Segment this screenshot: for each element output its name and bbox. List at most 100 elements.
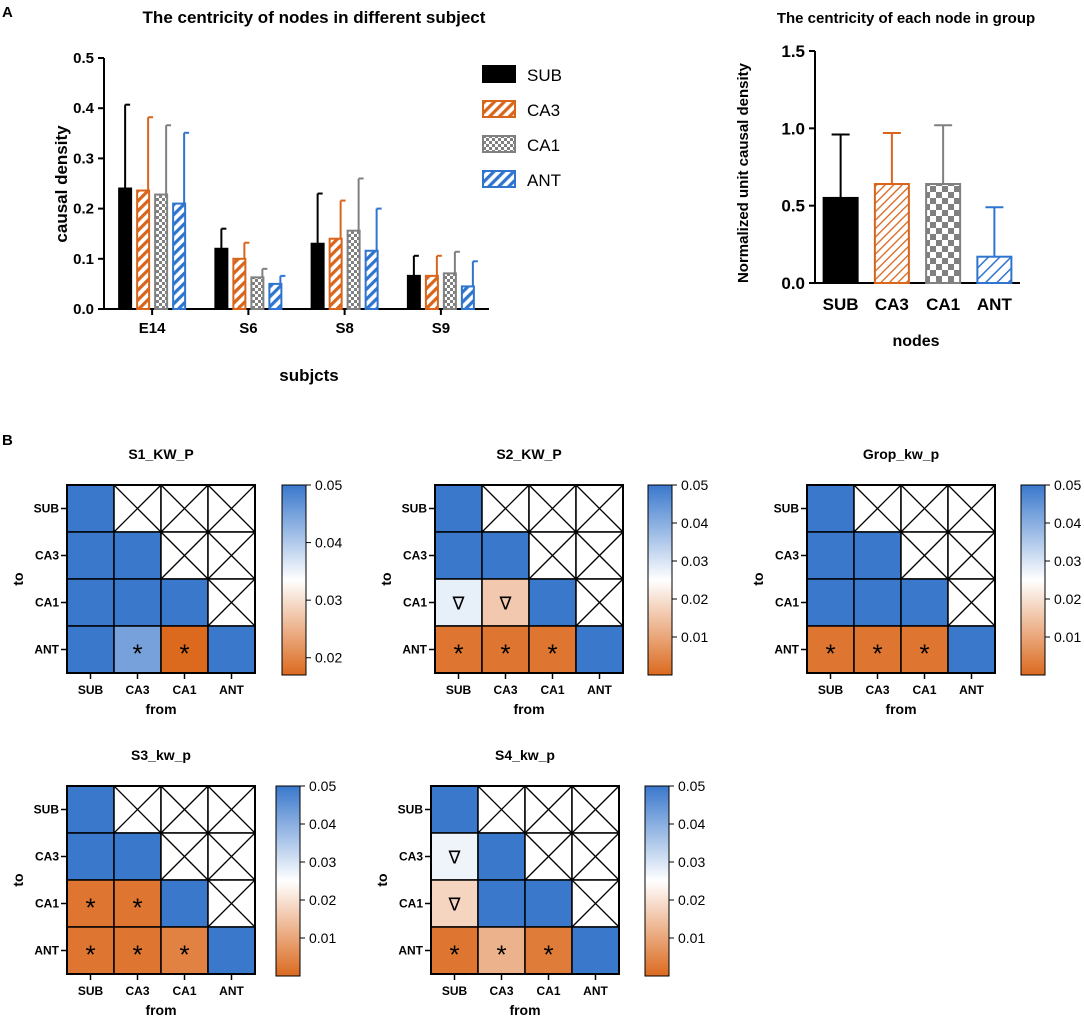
heatmap-cell-CA1-CA1: [900, 578, 949, 627]
heatmap-xtick-label: SUB: [78, 683, 104, 697]
heatmap-ytick-label: CA3: [775, 549, 799, 563]
heatmap-xtick-label: CA3: [125, 683, 149, 697]
heatmap-xtick-label: CA3: [865, 683, 889, 697]
heatmap-title: S2_KW_P: [496, 446, 561, 462]
chart2-title: The centricity of each node in group: [777, 10, 1035, 27]
bar-S9-SUB: [406, 274, 421, 311]
colorbar-tick-label: 0.05: [678, 778, 705, 794]
heatmap-ytick-label: SUB: [34, 803, 60, 817]
heatmap-cell-SUB-SUB: [66, 484, 115, 533]
colorbar-tick-label: 0.03: [1054, 553, 1081, 569]
heatmap-xlabel: from: [145, 701, 176, 717]
bar-S8-ANT: [364, 249, 379, 311]
heatmap-cell-CA1-CA1: [528, 578, 577, 627]
heatmap-cell-CA3-CA3: [113, 832, 162, 881]
bar-S9-CA1: [442, 272, 457, 310]
cross-icon: [207, 879, 256, 928]
bar-E14-CA1: [154, 193, 169, 311]
heatmap-ylabel: to: [750, 572, 766, 585]
significance-star: *: [132, 639, 142, 669]
chart1-xtick-label: S8: [335, 320, 353, 337]
bar-E14-CA3: [136, 189, 151, 310]
bar-S8-CA1: [346, 229, 361, 310]
heatmap-xtick-label: ANT: [583, 984, 608, 998]
colorbar-tick-label: 0.03: [309, 854, 336, 870]
cross-icon: [207, 484, 256, 533]
colorbar-tick-label: 0.02: [309, 892, 336, 908]
chart2-xtick-label: SUB: [823, 295, 859, 314]
heatmap-ytick-label: ANT: [402, 643, 427, 657]
heatmap-cell-CA1-SUB: [430, 879, 479, 928]
heatmap-cell-CA3-CA3: [853, 531, 902, 580]
heatmap-cell-ANT-CA3: [113, 926, 162, 975]
cross-icon: [853, 484, 902, 533]
chart1-ytick-label: 0.3: [73, 150, 94, 167]
chart2-xtick-label: CA3: [875, 295, 909, 314]
bar-S8-CA3: [328, 237, 343, 310]
heatmap-S3_kw_p: S3_kw_p * * * * * SUB CA3 CA1 ANT SUB CA3 CA1 ANT from…: [10, 747, 336, 1018]
cross-icon: [207, 785, 256, 834]
heatmap-cell-CA3-CA3: [113, 531, 162, 580]
heatmap-ytick-label: SUB: [34, 502, 60, 516]
cross-icon: [207, 832, 256, 881]
heatmap-cell-SUB-SUB: [430, 785, 479, 834]
significance-star: *: [496, 940, 506, 970]
heatmap-cell-CA1-CA1: [160, 879, 209, 928]
heatmap-cell-ANT-ANT: [207, 926, 256, 975]
colorbar: [1020, 484, 1046, 676]
heatmap-xtick-label: CA3: [493, 683, 517, 697]
bar-S9-CA3: [424, 274, 439, 311]
heatmap-cell-CA1-CA1: [160, 578, 209, 627]
chart1-xtick-label: S9: [432, 320, 450, 337]
colorbar-tick-label: 0.04: [309, 816, 336, 832]
bar-E14-SUB: [118, 187, 133, 311]
subject-bar-chart: The centricity of nodes in different sub…: [52, 8, 562, 385]
heatmap-cell-ANT-CA3: [853, 625, 902, 674]
heatmap-S2_KW_P: S2_KW_P ∇ ∇ * * * SUB CA3 CA1 ANT SUB CA3 CA1 ANT from…: [378, 446, 708, 717]
significance-star: *: [449, 940, 459, 970]
legend-label-CA3: CA3: [527, 101, 560, 120]
heatmap-ytick-label: CA1: [399, 897, 423, 911]
colorbar-tick-label: 0.05: [315, 477, 342, 493]
heatmap-cell-ANT-SUB: [66, 625, 115, 674]
heatmap-xtick-label: SUB: [442, 984, 468, 998]
heatmap-ytick-label: ANT: [34, 643, 59, 657]
heatmap-ytick-label: ANT: [398, 944, 423, 958]
bar-S6-ANT: [268, 282, 283, 310]
significance-star: *: [825, 639, 835, 669]
colorbar-tick-label: 0.01: [309, 930, 336, 946]
chart1-ytick-label: 0.2: [73, 201, 94, 218]
heatmap-title: S1_KW_P: [128, 446, 193, 462]
colorbar-tick-label: 0.01: [678, 930, 705, 946]
panel-label-a: A: [2, 4, 13, 21]
cross-icon: [524, 832, 573, 881]
heatmap-ytick-label: ANT: [774, 643, 799, 657]
colorbar-tick-label: 0.03: [678, 854, 705, 870]
chart2-ytick-label: 0.5: [781, 197, 805, 216]
heatmap-ytick-label: SUB: [398, 803, 424, 817]
cross-icon: [207, 531, 256, 580]
colorbar-tick-label: 0.01: [1054, 629, 1081, 645]
colorbar-tick-label: 0.02: [1054, 591, 1081, 607]
colorbar-tick-label: 0.03: [681, 553, 708, 569]
heatmap-xtick-label: ANT: [219, 683, 244, 697]
heatmap-ytick-label: CA1: [35, 596, 59, 610]
heatmap-cell-ANT-ANT: [571, 926, 620, 975]
cross-icon: [900, 484, 949, 533]
colorbar-tick-label: 0.02: [678, 892, 705, 908]
heatmap-xtick-label: CA1: [536, 984, 560, 998]
bar-S6-SUB: [214, 247, 229, 310]
cross-icon: [900, 531, 949, 580]
heatmap-ytick-label: CA3: [35, 549, 59, 563]
heatmap-title: S4_kw_p: [495, 747, 555, 763]
chart1-ytick-label: 0.5: [73, 50, 94, 67]
chart1-xlabel: subjcts: [279, 366, 339, 385]
chart2-ylabel: Normalized unit causal density: [735, 62, 752, 283]
heatmap-cell-CA1-CA3: [477, 879, 526, 928]
heatmap-ytick-label: SUB: [774, 502, 800, 516]
heatmap-xtick-label: ANT: [219, 984, 244, 998]
heatmap-cell-CA3-SUB: [434, 531, 483, 580]
heatmap-xtick-label: CA3: [489, 984, 513, 998]
group-bar-SUB: [822, 196, 859, 284]
